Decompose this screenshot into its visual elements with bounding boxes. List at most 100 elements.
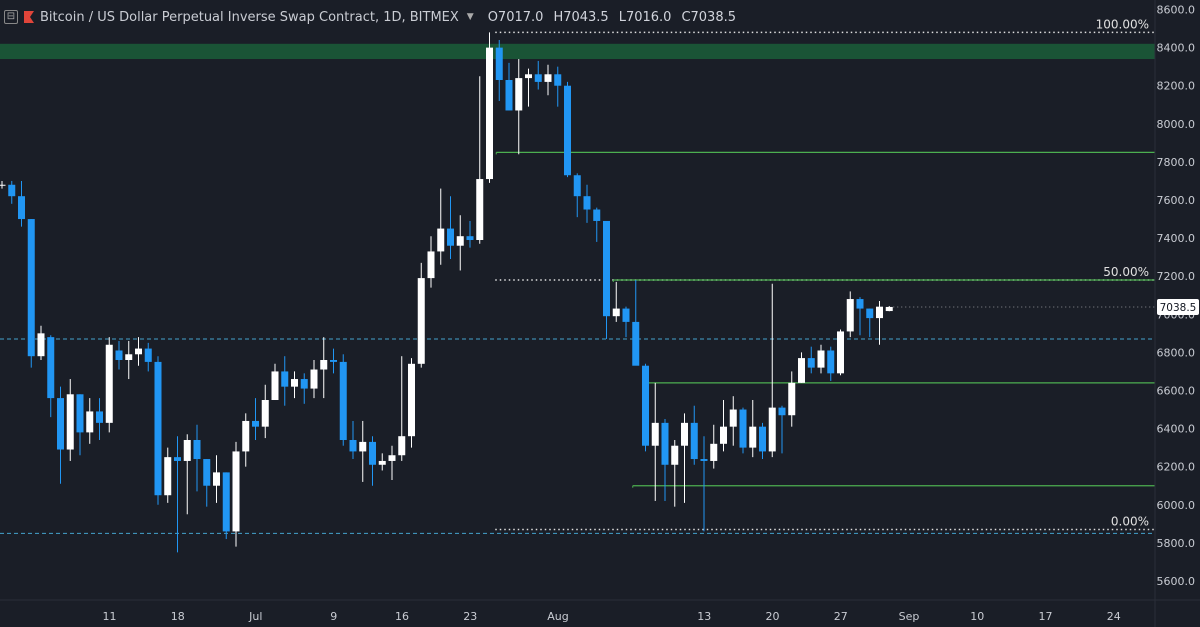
candle-body[interactable]	[544, 74, 552, 82]
candle-body[interactable]	[593, 209, 601, 221]
candle-body[interactable]	[437, 228, 445, 252]
candle-body[interactable]	[720, 426, 727, 444]
candle-body[interactable]	[495, 47, 503, 80]
candle-body[interactable]	[788, 382, 796, 416]
x-tick-label: 18	[171, 610, 185, 623]
candle-body[interactable]	[154, 361, 162, 496]
candle-body[interactable]	[86, 411, 94, 433]
candle-body[interactable]	[349, 440, 357, 452]
candle-body[interactable]	[515, 78, 523, 111]
candle-body[interactable]	[817, 350, 825, 368]
candle-body[interactable]	[885, 306, 893, 312]
chevron-down-icon[interactable]: ▼	[466, 12, 474, 22]
candle-body[interactable]	[115, 350, 123, 360]
candle-body[interactable]	[408, 363, 415, 437]
symbol-title[interactable]: Bitcoin / US Dollar Perpetual Inverse Sw…	[40, 9, 459, 25]
candle-body[interactable]	[846, 299, 854, 332]
candle-body[interactable]	[291, 379, 298, 387]
candle-body[interactable]	[27, 219, 35, 357]
candle-body[interactable]	[144, 348, 152, 362]
candle-body[interactable]	[18, 196, 25, 220]
candle-body[interactable]	[37, 333, 45, 357]
candle-body[interactable]	[690, 422, 698, 460]
candle-body[interactable]	[739, 409, 747, 448]
candle-body[interactable]	[281, 371, 289, 387]
candle-body[interactable]	[57, 398, 64, 450]
candle-body[interactable]	[681, 422, 688, 446]
candle-body[interactable]	[369, 441, 376, 465]
candle-body[interactable]	[193, 440, 201, 460]
candle-body[interactable]	[320, 360, 328, 370]
candle-body[interactable]	[661, 422, 669, 465]
candle-body[interactable]	[271, 371, 279, 400]
candle-body[interactable]	[866, 308, 874, 319]
candle-body[interactable]	[339, 361, 347, 440]
candle-body[interactable]	[164, 457, 172, 496]
candle-body[interactable]	[359, 441, 367, 452]
candle-body[interactable]	[603, 220, 610, 317]
candle-body[interactable]	[759, 426, 766, 452]
candle-body[interactable]	[856, 299, 864, 309]
ohlc-values: O7017.0 H7043.5 L7016.0 C7038.5	[488, 10, 736, 25]
candle-body[interactable]	[310, 369, 318, 389]
candle-body[interactable]	[330, 360, 337, 362]
candle-body[interactable]	[632, 321, 640, 366]
candle-body[interactable]	[778, 407, 786, 416]
candle-body[interactable]	[583, 196, 591, 210]
candle-body[interactable]	[476, 179, 484, 240]
candle-body[interactable]	[300, 379, 308, 389]
candle-body[interactable]	[534, 74, 542, 82]
candle-body[interactable]	[456, 236, 464, 246]
candle-body[interactable]	[261, 400, 269, 427]
candle-body[interactable]	[554, 74, 562, 86]
candle-body[interactable]	[222, 472, 230, 532]
candle-body[interactable]	[47, 337, 55, 399]
candle-body[interactable]	[8, 184, 16, 197]
resistance-zone[interactable]	[0, 43, 1155, 60]
candle-body[interactable]	[417, 278, 425, 364]
candle-body[interactable]	[252, 420, 259, 427]
candle-body[interactable]	[612, 308, 620, 317]
candle-body[interactable]	[0, 184, 6, 186]
candle-body[interactable]	[564, 85, 571, 176]
candle-body[interactable]	[466, 236, 474, 240]
candle-body[interactable]	[876, 306, 883, 319]
candle-body[interactable]	[96, 411, 103, 423]
candle-body[interactable]	[183, 440, 191, 461]
candle-body[interactable]	[798, 358, 805, 383]
candle-body[interactable]	[827, 350, 835, 374]
candle-body[interactable]	[710, 443, 718, 461]
candle-body[interactable]	[671, 445, 679, 465]
candle-body[interactable]	[505, 80, 513, 111]
candle-body[interactable]	[525, 74, 532, 79]
candle-body[interactable]	[388, 455, 396, 461]
candle-body[interactable]	[232, 451, 240, 532]
candle-body[interactable]	[486, 47, 493, 180]
candle-body[interactable]	[125, 354, 133, 360]
candle-body[interactable]	[447, 228, 454, 246]
candle-body[interactable]	[729, 409, 737, 427]
candle-body[interactable]	[700, 459, 708, 461]
candle-body[interactable]	[213, 472, 220, 486]
candle-body[interactable]	[242, 420, 250, 452]
candle-body[interactable]	[427, 251, 435, 279]
candle-body[interactable]	[135, 348, 142, 355]
candle-body[interactable]	[749, 426, 757, 448]
candle-body[interactable]	[651, 422, 659, 446]
candle-body[interactable]	[768, 407, 776, 452]
candle-body[interactable]	[174, 457, 181, 461]
candle-body[interactable]	[66, 394, 74, 450]
last-price-tag[interactable]	[1157, 298, 1199, 315]
candle-body[interactable]	[807, 358, 815, 368]
candle-body[interactable]	[76, 394, 84, 433]
candle-body[interactable]	[398, 436, 406, 456]
candle-body[interactable]	[105, 344, 113, 423]
collapse-icon[interactable]: ⊟	[4, 10, 18, 24]
candle-body[interactable]	[622, 308, 630, 322]
candle-body[interactable]	[573, 175, 581, 197]
candle-body[interactable]	[837, 331, 844, 374]
candle-body[interactable]	[203, 459, 211, 486]
candle-body[interactable]	[378, 460, 386, 465]
candle-body[interactable]	[642, 365, 649, 446]
